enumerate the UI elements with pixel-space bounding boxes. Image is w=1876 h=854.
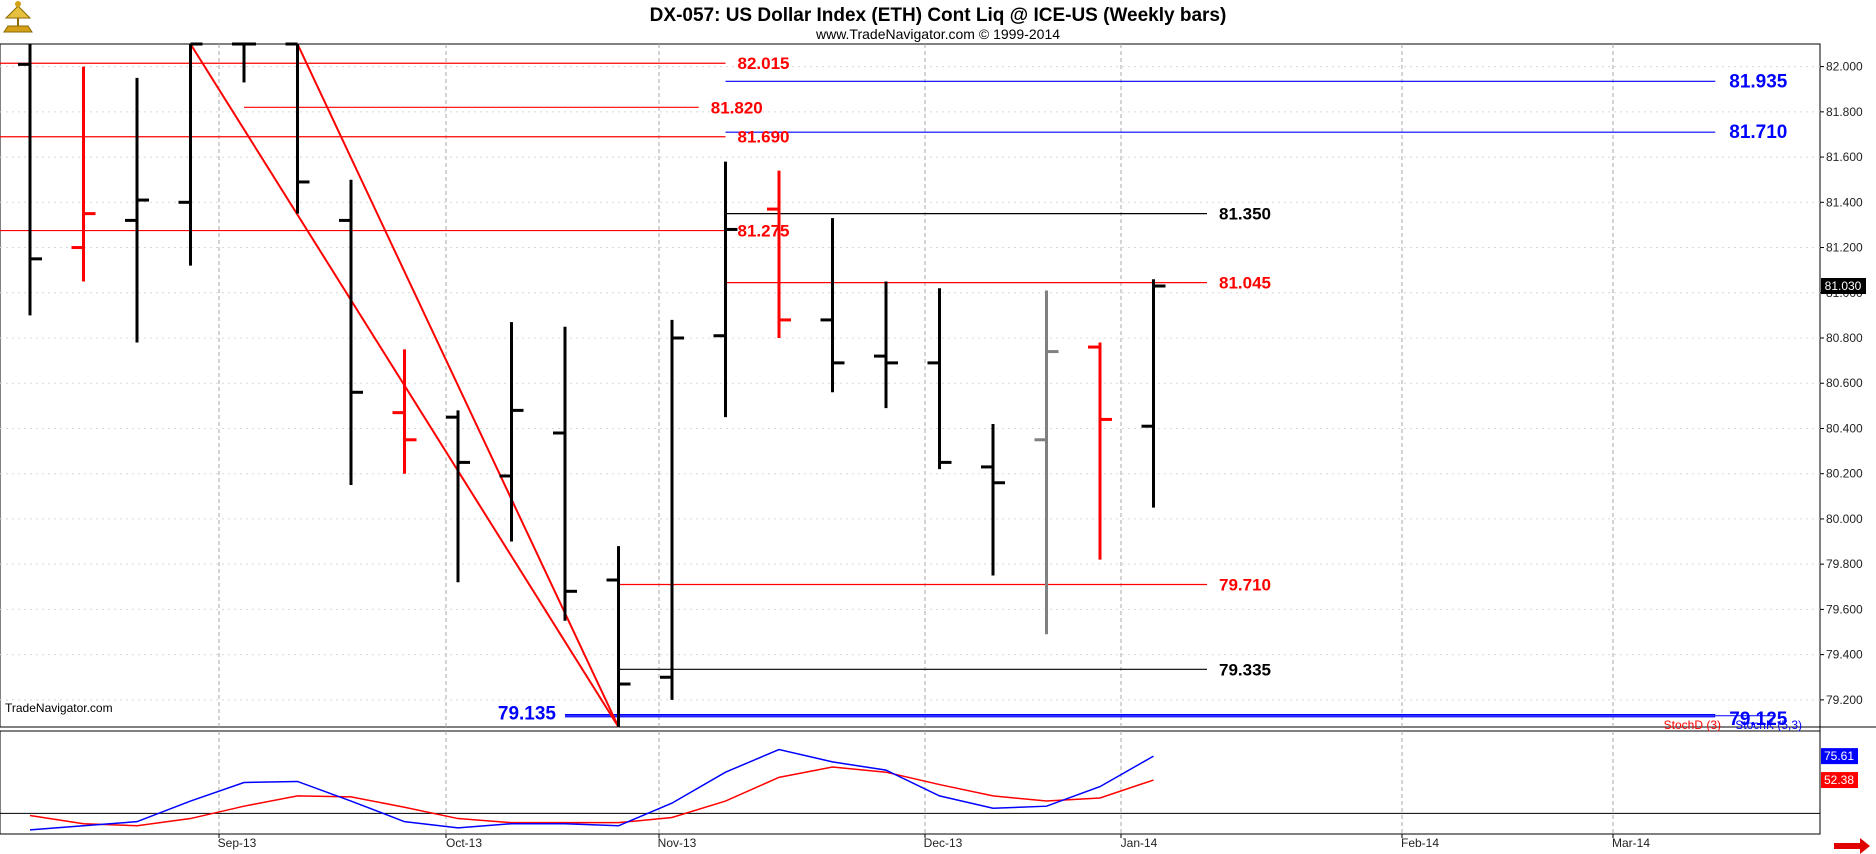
series-last-label: 75.61	[1824, 749, 1854, 763]
y-axis: 79.200 79.400 79.600 79.800 80.000 80.200 80.4…	[1820, 60, 1863, 707]
y-tick-label: 79.400	[1826, 648, 1863, 662]
level-label: 81.820	[711, 98, 763, 117]
y-tick-label: 82.000	[1826, 60, 1863, 74]
ohlc-bar	[553, 326, 577, 621]
ohlc-bar	[446, 410, 470, 583]
y-tick-label: 79.200	[1826, 693, 1863, 707]
last-price-label: 81.030	[1825, 279, 1862, 293]
legend-stochd: StochD (3)	[1664, 718, 1721, 732]
level-label: 79.710	[1219, 576, 1271, 595]
ohlc-bar	[713, 161, 738, 418]
ohlc-bar	[927, 288, 952, 470]
ohlc-bar	[285, 42, 310, 214]
ohlc-bar	[820, 218, 845, 393]
level-label: 82.015	[738, 54, 790, 73]
y-tick-label: 81.600	[1826, 150, 1863, 164]
series-last-tag	[1821, 748, 1858, 765]
last-price-tag: 81.030	[1821, 277, 1866, 294]
x-tick-label: Nov-13	[658, 836, 697, 850]
ohlc-bar	[1034, 290, 1059, 635]
series-line	[29, 766, 1154, 827]
x-tick-label: Sep-13	[218, 836, 257, 850]
ohlc-bars	[18, 42, 1166, 727]
x-tick-label: Jan-14	[1121, 836, 1158, 850]
ohlc-bar	[392, 349, 417, 474]
logo-icon	[3, 1, 33, 33]
level-label: 81.275	[738, 222, 790, 241]
ohlc-bar	[71, 66, 96, 282]
ohlc-bar	[660, 319, 684, 700]
level-label: 79.135	[498, 704, 557, 725]
y-tick-label: 80.600	[1826, 376, 1863, 390]
level-label: 81.045	[1219, 274, 1271, 293]
level-label: 81.935	[1729, 71, 1788, 92]
y-tick-label: 80.800	[1826, 331, 1863, 345]
series-last-label: 52.38	[1824, 773, 1854, 787]
price-levels: 82.015 81.935 81.820 81.710 81.690 81.350 81.2…	[0, 54, 1788, 730]
gridlines	[0, 44, 1820, 834]
legend-stochk: StochK (5,3)	[1735, 718, 1802, 732]
ohlc-bar	[339, 179, 363, 486]
watermark: TradeNavigator.com	[5, 701, 113, 715]
x-tick-label: Oct-13	[446, 836, 482, 850]
y-tick-label: 80.400	[1826, 421, 1863, 435]
series-last-tag	[1821, 772, 1858, 789]
y-tick-label: 79.600	[1826, 602, 1863, 616]
chart-subtitle: www.TradeNavigator.com © 1999-2014	[815, 26, 1060, 42]
y-tick-label: 81.800	[1826, 105, 1863, 119]
y-tick-label: 81.200	[1826, 241, 1863, 255]
level-label: 81.690	[738, 128, 790, 147]
ohlc-bar	[767, 170, 791, 339]
stochastic-indicator: 52.38 75.61	[0, 748, 1858, 831]
level-label: 81.710	[1729, 122, 1787, 143]
y-tick-label: 79.800	[1826, 557, 1863, 571]
ohlc-bar	[981, 423, 1005, 576]
ohlc-bar	[606, 546, 631, 727]
x-tick-label: Mar-14	[1612, 836, 1650, 850]
ohlc-bar	[874, 281, 898, 409]
level-label: 79.125	[1729, 709, 1788, 730]
level-label: 79.335	[1219, 660, 1271, 679]
trendline	[296, 43, 620, 728]
x-tick-label: Feb-14	[1401, 836, 1439, 850]
ohlc-bar	[1141, 279, 1166, 508]
ohlc-bar	[499, 322, 524, 542]
ohlc-bar	[18, 44, 42, 316]
scroll-right-arrow-icon[interactable]	[1834, 838, 1870, 854]
y-tick-label: 81.400	[1826, 195, 1863, 209]
series-line	[29, 748, 1154, 831]
ohlc-bar	[125, 77, 149, 343]
price-panel-frame	[0, 43, 1821, 728]
x-axis: Sep-13 Oct-13 Nov-13 Dec-13 Jan-14 Feb-14 Mar-…	[0, 833, 1820, 850]
level-label: 81.350	[1219, 205, 1271, 224]
ohlc-bar	[232, 42, 256, 83]
x-tick-label: Dec-13	[924, 836, 963, 850]
y-tick-label: 80.000	[1826, 512, 1863, 526]
ohlc-bar	[1088, 342, 1112, 560]
y-tick-label: 80.200	[1826, 467, 1863, 481]
ohlc-bar	[178, 42, 203, 266]
chart-title: DX-057: US Dollar Index (ETH) Cont Liq @…	[650, 5, 1227, 26]
